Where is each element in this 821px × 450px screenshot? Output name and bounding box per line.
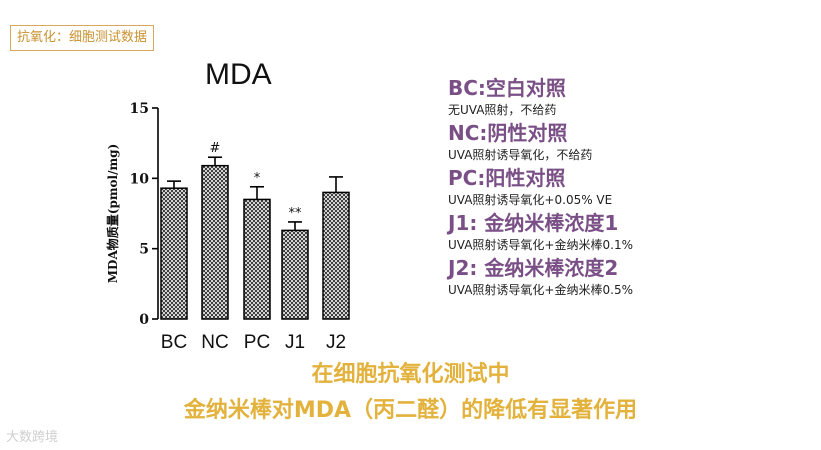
x-tick-label: J1 bbox=[285, 332, 305, 353]
x-tick-label: J2 bbox=[326, 332, 346, 353]
x-tick-label: PC bbox=[244, 332, 270, 353]
legend-title: J1: 金纳米棒浓度1 bbox=[448, 211, 619, 235]
y-tick-label: 0 bbox=[139, 312, 149, 328]
x-tick-label: BC bbox=[161, 332, 187, 353]
legend-title: J2: 金纳米棒浓度2 bbox=[448, 256, 619, 280]
bar-bc bbox=[160, 187, 188, 320]
legend-desc: UVA照射诱导氧化+金纳米棒0.1% bbox=[448, 238, 633, 252]
x-tick-label: NC bbox=[201, 332, 228, 353]
bar-nc bbox=[201, 164, 229, 320]
conclusion-line-1: 在细胞抗氧化测试中 bbox=[311, 362, 510, 387]
legend-title: BC:空白对照 bbox=[448, 76, 566, 100]
significance-label: ** bbox=[289, 206, 303, 221]
legend-item-bc: BC:空白对照 无UVA照射，不给药 bbox=[448, 76, 808, 119]
legend: BC:空白对照 无UVA照射，不给药 NC:阴性对照 UVA照射诱导氧化，不给药… bbox=[448, 76, 808, 301]
legend-item-nc: NC:阴性对照 UVA照射诱导氧化，不给药 bbox=[448, 121, 808, 164]
legend-item-pc: PC:阳性对照 UVA照射诱导氧化+0.05% VE bbox=[448, 166, 808, 209]
y-tick-label: 15 bbox=[130, 101, 149, 117]
legend-item-j1: J1: 金纳米棒浓度1 UVA照射诱导氧化+金纳米棒0.1% bbox=[448, 211, 808, 254]
header-tag: 抗氧化：细胞测试数据 bbox=[10, 25, 155, 51]
y-tick-label: 10 bbox=[130, 171, 150, 187]
bar-j2 bbox=[322, 191, 350, 320]
legend-title: PC:阳性对照 bbox=[448, 166, 566, 190]
legend-title: NC:阴性对照 bbox=[448, 121, 568, 145]
mda-bar-chart: 0 5 10 15 MDA物质量(pmol/mg) BC # NC * PC ** J1 J2 bbox=[105, 101, 350, 353]
bar-pc bbox=[243, 198, 271, 320]
significance-label: * bbox=[254, 171, 261, 186]
watermark: 大数跨境 bbox=[6, 430, 59, 445]
legend-desc: 无UVA照射，不给药 bbox=[448, 103, 557, 117]
y-axis-label: MDA物质量(pmol/mg) bbox=[105, 144, 120, 283]
conclusion-line-2: 金纳米棒对MDA（丙二醛）的降低有显著作用 bbox=[183, 398, 638, 423]
legend-desc: UVA照射诱导氧化，不给药 bbox=[448, 148, 593, 162]
legend-item-j2: J2: 金纳米棒浓度2 UVA照射诱导氧化+金纳米棒0.5% bbox=[448, 256, 808, 299]
y-tick-label: 5 bbox=[139, 242, 149, 258]
bar-j1 bbox=[281, 229, 309, 320]
chart-title: MDA bbox=[205, 58, 272, 91]
legend-desc: UVA照射诱导氧化+0.05% VE bbox=[448, 193, 613, 207]
significance-label: # bbox=[210, 141, 221, 156]
legend-desc: UVA照射诱导氧化+金纳米棒0.5% bbox=[448, 283, 633, 297]
